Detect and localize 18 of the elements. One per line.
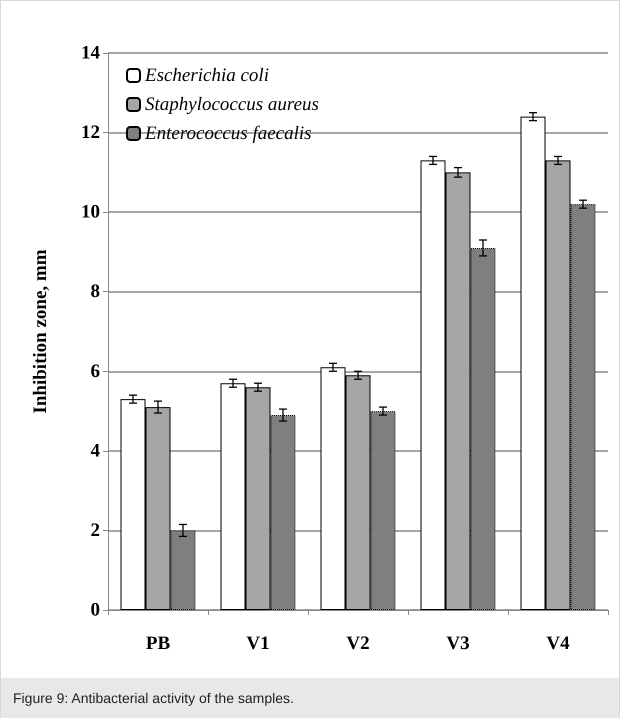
x-tick-label: V1 (246, 633, 270, 654)
y-tick-label: 0 (90, 600, 100, 620)
legend-label: Staphylococcus aureus (145, 94, 319, 115)
x-tick-label: V2 (346, 633, 370, 654)
y-axis-title: Inhibition zone, mm (30, 249, 51, 414)
x-tick-label: PB (146, 633, 170, 654)
x-tick-label: V4 (546, 633, 570, 654)
y-tick-label: 6 (90, 360, 100, 382)
legend-label: Enterococcus faecalis (144, 123, 312, 144)
y-tick-label: 14 (81, 42, 100, 64)
legend-label: Escherichia coli (144, 65, 269, 86)
y-tick-label: 4 (90, 440, 100, 462)
y-tick-label: 12 (81, 122, 100, 144)
caption: Figure 9: Antibacterial activity of the samples. (1, 678, 619, 718)
y-tick-label: 10 (81, 202, 100, 223)
x-tick-label: V3 (446, 633, 470, 654)
y-tick-label: 8 (90, 281, 100, 302)
y-tick-label: 2 (90, 520, 100, 541)
